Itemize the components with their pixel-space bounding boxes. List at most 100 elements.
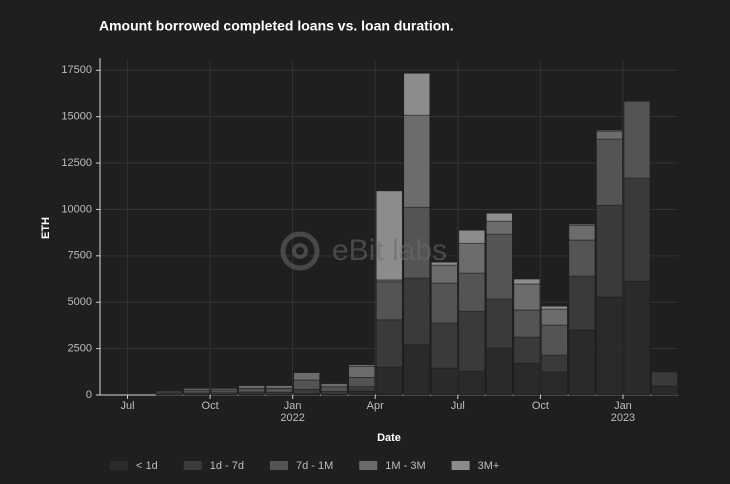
bar-segment [651,385,678,396]
y-axis-title: ETH [40,217,52,239]
x-tick-label: Apr [367,400,384,412]
x-tick-label: Oct [532,400,549,412]
bar-segment [430,322,458,369]
bar-segment [458,272,486,312]
legend-label: 7d - 1M [296,460,333,472]
bar-segment [320,386,348,392]
bar-segment [403,344,431,396]
x-tick-label: Jan [284,400,302,412]
bar-segment [513,278,541,285]
x-tick-label: Jan [614,400,632,412]
bar-segment [513,362,541,396]
bar-segment [596,130,623,140]
bar-segment [541,371,568,396]
bar-segment [375,319,403,368]
y-tick-label: 12500 [61,157,92,169]
bar-segment [568,329,596,396]
legend-swatch [183,461,202,470]
y-tick-label: 10000 [61,203,92,215]
bar-segment [265,388,293,393]
bar-segment [486,220,513,235]
bar-segment [596,296,623,396]
bar-segment [265,385,293,389]
bar-segment [513,283,541,311]
legend-swatch [451,461,470,470]
bar-segment [238,391,265,395]
watermark-logo-inner [292,243,308,259]
bar-segment [320,391,348,395]
bar-segment [596,129,623,132]
bar-segment [623,100,651,179]
bar-segment [541,354,568,373]
legend: < 1d 1d - 7d 7d - 1M 1M - 3M 3M+ [110,460,499,472]
bar-segment [348,365,376,378]
y-tick-label: 2500 [68,343,92,355]
legend-swatch [269,461,288,470]
bar-segment [458,310,486,372]
bar-segment [375,190,403,281]
bar-segment [458,229,486,244]
bar-segment [348,390,376,396]
bar-segment [430,367,458,396]
x-tick-label: Oct [202,400,219,412]
bar-segment [623,177,651,282]
legend-swatch [359,461,378,470]
bar-segment [238,388,265,393]
bar-segment [430,264,458,284]
bar-segment [568,223,596,226]
bar-segment [458,370,486,396]
bar-segment [348,364,376,367]
bar-segment [293,379,320,390]
bar-segment [265,391,293,395]
bar-segment [375,366,403,396]
bar-segment [155,390,183,393]
bar-segment [403,114,431,208]
bar-segment [238,384,265,386]
bar-segment [513,309,541,338]
bar-segment [651,371,678,387]
bar-segment [568,275,596,331]
bar-segment [293,372,320,381]
legend-label: < 1d [136,460,158,472]
x-tick-label: Jul [120,400,134,412]
bar-segment [348,377,376,387]
y-tick-label: 15000 [61,111,92,123]
bar-segment [210,389,238,394]
y-tick-label: 17500 [61,64,92,76]
x-tick-label: Jul [451,400,465,412]
watermark: eBit labs [332,234,447,267]
x-axis-title: Date [377,432,401,444]
watermark-logo [280,231,320,271]
x-tick-year: 2023 [611,412,635,424]
bar-segment [348,386,376,392]
bar-segment [541,308,568,326]
bar-segment [430,282,458,324]
bar-segment [238,385,265,389]
bar-segment [568,224,596,241]
bar-segment [486,233,513,300]
bar-segment [265,384,293,386]
legend-swatch [110,461,128,470]
bar-segment [623,280,651,396]
bar-segment [541,324,568,356]
y-tick-label: 5000 [68,296,92,308]
bars [155,72,678,396]
bar-segment [293,388,320,395]
bar-segment [568,239,596,277]
y-tick-label: 7500 [68,250,92,262]
legend-label: 3M+ [478,460,500,472]
x-tick-year: 2022 [280,412,304,424]
legend-label: 1d - 7d [210,460,244,472]
bar-segment [486,212,513,222]
bar-segment [430,261,458,266]
bar-segment [403,72,431,116]
bar-segment [183,389,210,394]
bar-segment [458,242,486,274]
legend-label: 1M - 3M [385,460,425,472]
bar-segment [375,281,403,321]
bar-segment [320,382,348,384]
bar-segment [596,204,623,298]
bar-segment [293,371,320,373]
y-tick-label: 0 [86,389,92,401]
